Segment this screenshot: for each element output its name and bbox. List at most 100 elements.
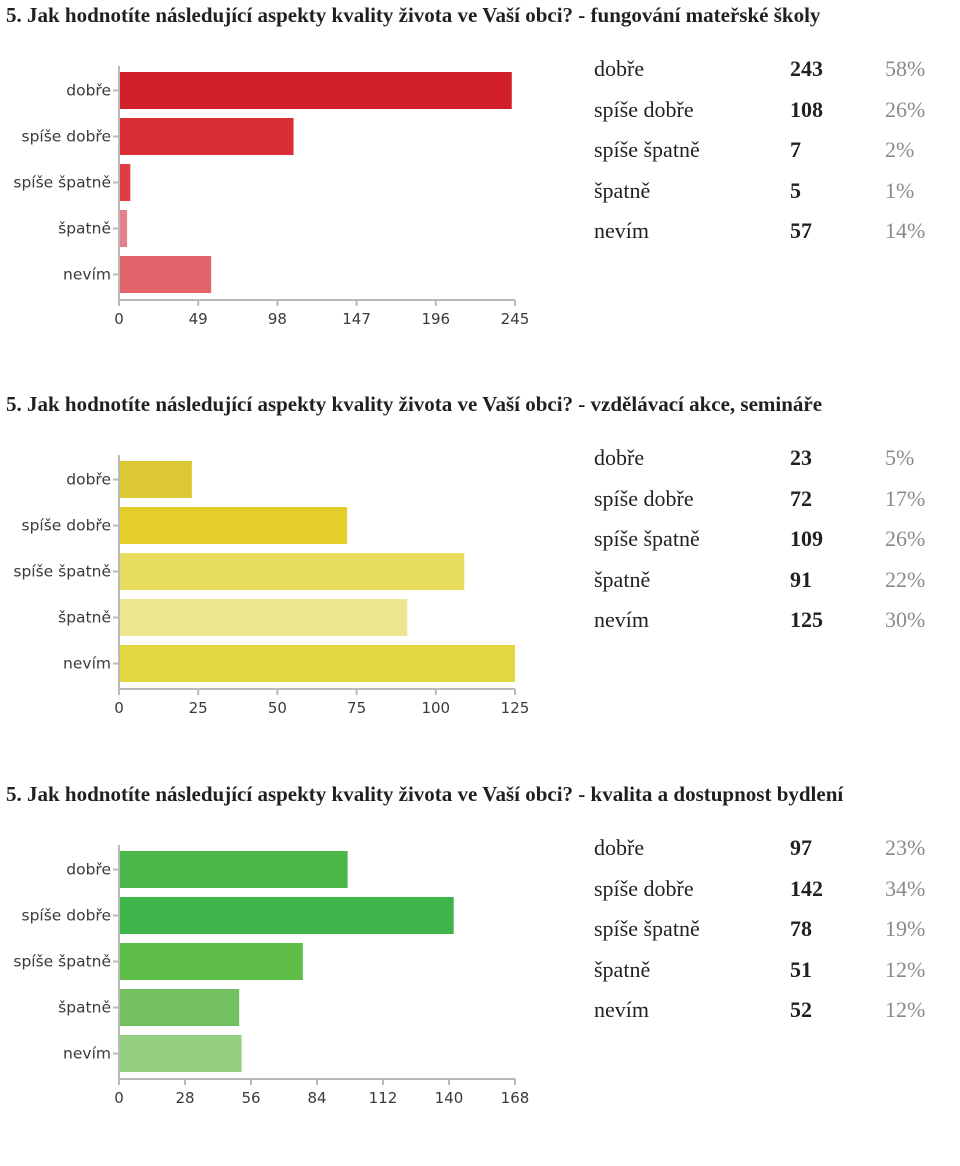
chart-section-kindergarten: 5. Jak hodnotíte následující aspekty kva… <box>0 2 960 387</box>
summary-category: špatně <box>594 566 651 592</box>
bar-3 <box>119 989 240 1026</box>
summary-percent: 26% <box>885 526 926 551</box>
summary-category: spíše dobře <box>594 96 694 122</box>
category-label: spíše špatně <box>13 953 111 971</box>
summary-percent: 23% <box>885 835 926 860</box>
summary-category: dobře <box>594 56 645 81</box>
summary-table: dobře 23 5% spíše dobře 72 17% spíše špatně 109… <box>594 443 954 646</box>
summary-row: spíše dobře 72 17% <box>594 484 954 525</box>
category-label: spíše špatně <box>13 563 111 581</box>
category-label: dobře <box>66 471 111 489</box>
summary-count: 109 <box>790 526 823 551</box>
summary-table: dobře 243 58% spíše dobře 108 26% spíše špatně… <box>594 54 954 257</box>
bar-3 <box>119 210 128 247</box>
category-label: spíše dobře <box>22 907 112 925</box>
category-label: spíše dobře <box>22 517 112 535</box>
summary-percent: 2% <box>885 137 915 162</box>
summary-row: dobře 243 58% <box>594 54 954 95</box>
bar-1 <box>119 507 348 544</box>
summary-percent: 17% <box>885 485 926 511</box>
summary-percent: 26% <box>885 96 926 122</box>
bar-1 <box>119 897 454 934</box>
x-tick-label: 196 <box>421 310 450 328</box>
summary-percent: 14% <box>885 218 926 243</box>
bar-4 <box>119 645 515 682</box>
summary-row: spíše špatně 78 19% <box>594 914 954 955</box>
category-label: špatně <box>58 999 111 1017</box>
summary-category: nevím <box>594 218 649 243</box>
summary-percent: 34% <box>885 875 926 901</box>
x-tick-label: 125 <box>501 699 530 717</box>
bar-1 <box>119 118 294 155</box>
summary-count: 5 <box>790 177 801 203</box>
summary-category: špatně <box>594 956 651 982</box>
summary-row: spíše dobře 142 34% <box>594 874 954 915</box>
summary-row: špatně 91 22% <box>594 565 954 606</box>
category-label: nevím <box>63 655 111 673</box>
bar-2 <box>119 164 131 201</box>
summary-count: 243 <box>790 56 823 81</box>
chart-section-seminars: 5. Jak hodnotíte následující aspekty kva… <box>0 391 960 776</box>
x-tick-label: 0 <box>114 310 124 328</box>
bar-3 <box>119 599 408 636</box>
summary-category: spíše špatně <box>594 137 700 162</box>
x-tick-label: 98 <box>268 310 287 328</box>
category-label: dobře <box>66 861 111 879</box>
summary-row: nevím 57 14% <box>594 216 954 257</box>
summary-count: 52 <box>790 997 812 1022</box>
summary-row: nevím 52 12% <box>594 995 954 1036</box>
summary-table: dobře 97 23% spíše dobře 142 34% spíše špatně 7… <box>594 833 954 1036</box>
summary-category: spíše špatně <box>594 526 700 551</box>
summary-percent: 12% <box>885 997 926 1022</box>
bar-chart: dobře spíše dobře spíše špatně špatně nevím 0… <box>13 845 529 1107</box>
x-tick-label: 49 <box>189 310 208 328</box>
summary-count: 91 <box>790 566 812 592</box>
question-title: 5. Jak hodnotíte následující aspekty kva… <box>6 3 821 27</box>
summary-count: 142 <box>790 875 823 901</box>
summary-row: dobře 97 23% <box>594 833 954 874</box>
x-tick-label: 0 <box>114 699 124 717</box>
summary-row: nevím 125 30% <box>594 605 954 646</box>
summary-percent: 12% <box>885 956 926 982</box>
x-tick-label: 100 <box>421 699 450 717</box>
bar-0 <box>119 461 192 498</box>
summary-count: 51 <box>790 956 812 982</box>
summary-row: spíše dobře 108 26% <box>594 95 954 136</box>
x-tick-label: 56 <box>241 1089 260 1107</box>
x-tick-label: 25 <box>189 699 208 717</box>
x-tick-label: 140 <box>435 1089 464 1107</box>
summary-count: 108 <box>790 96 823 122</box>
summary-category: nevím <box>594 997 649 1022</box>
summary-percent: 30% <box>885 607 926 632</box>
summary-count: 72 <box>790 485 812 511</box>
category-label: spíše dobře <box>22 128 112 146</box>
category-label: špatně <box>58 220 111 238</box>
summary-row: spíše špatně 7 2% <box>594 135 954 176</box>
summary-count: 7 <box>790 137 801 162</box>
question-title: 5. Jak hodnotíte následující aspekty kva… <box>6 392 823 416</box>
summary-percent: 19% <box>885 916 926 941</box>
x-tick-label: 28 <box>175 1089 194 1107</box>
summary-category: dobře <box>594 445 645 470</box>
category-label: nevím <box>63 1045 111 1063</box>
summary-percent: 58% <box>885 56 926 81</box>
bar-0 <box>119 851 348 888</box>
bar-0 <box>119 72 512 109</box>
x-tick-label: 84 <box>307 1089 326 1107</box>
summary-percent: 1% <box>885 177 915 203</box>
summary-category: dobře <box>594 835 645 860</box>
summary-row: spíše špatně 109 26% <box>594 524 954 565</box>
category-label: špatně <box>58 609 111 627</box>
x-tick-label: 112 <box>369 1089 398 1107</box>
summary-row: špatně 5 1% <box>594 176 954 217</box>
bar-2 <box>119 943 303 980</box>
x-tick-label: 147 <box>342 310 371 328</box>
summary-count: 57 <box>790 218 812 243</box>
summary-row: špatně 51 12% <box>594 955 954 996</box>
bar-chart: dobře spíše dobře spíše špatně špatně nevím 0… <box>13 455 530 717</box>
summary-category: nevím <box>594 607 649 632</box>
bar-chart: dobře spíše dobře spíše špatně špatně nevím 0… <box>13 66 529 328</box>
category-label: nevím <box>63 266 111 284</box>
summary-percent: 22% <box>885 566 926 592</box>
x-tick-label: 50 <box>268 699 287 717</box>
